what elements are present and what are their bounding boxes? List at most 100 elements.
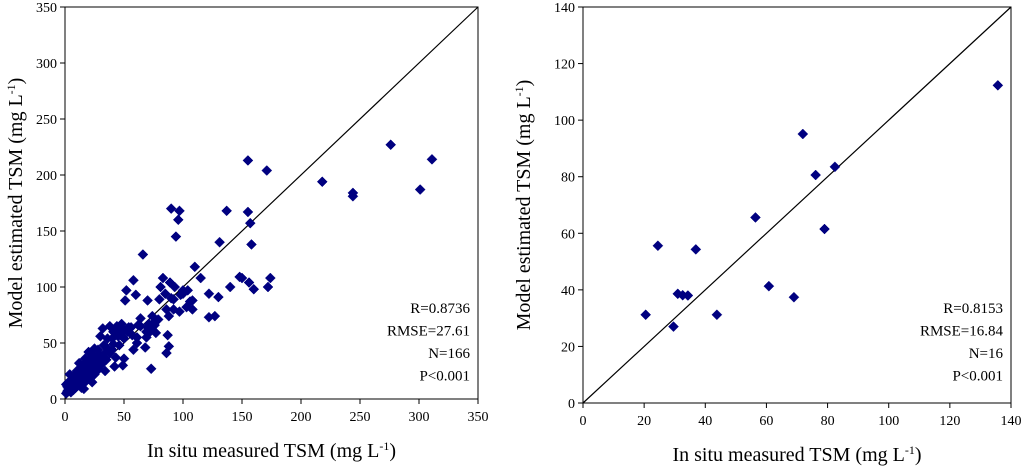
data-point bbox=[819, 223, 830, 235]
y-tick-label: 80 bbox=[561, 171, 575, 186]
stat-annotation: N=166 bbox=[428, 346, 470, 362]
x-tick-label: 300 bbox=[409, 410, 430, 425]
data-point bbox=[141, 332, 152, 343]
data-point bbox=[157, 272, 169, 284]
y-tick-label: 140 bbox=[554, 1, 575, 16]
data-point bbox=[234, 271, 245, 283]
x-tick-label: 60 bbox=[759, 414, 773, 429]
y-tick-label: 300 bbox=[36, 57, 57, 72]
data-point bbox=[181, 301, 192, 313]
data-point bbox=[214, 236, 225, 248]
data-point bbox=[95, 330, 106, 342]
data-point bbox=[221, 205, 233, 217]
stat-annotation: RMSE=16.84 bbox=[920, 324, 1004, 340]
stat-annotation: P<0.001 bbox=[419, 369, 470, 385]
y-tick-label: 120 bbox=[554, 58, 575, 73]
data-point bbox=[750, 212, 761, 223]
data-point bbox=[652, 240, 664, 252]
data-point bbox=[261, 165, 273, 176]
data-point bbox=[161, 304, 172, 315]
y-axis-label: Model estimated TSM (mg L-1) bbox=[512, 80, 535, 331]
data-points bbox=[60, 139, 438, 399]
data-point bbox=[170, 231, 182, 242]
y-tick-label: 150 bbox=[36, 225, 57, 240]
data-point bbox=[109, 361, 120, 372]
data-point bbox=[347, 190, 359, 202]
data-point bbox=[146, 310, 158, 322]
data-point bbox=[810, 169, 822, 181]
x-axis-label: In situ measured TSM (mg L-1) bbox=[672, 443, 921, 466]
stat-annotation: N=16 bbox=[969, 346, 1004, 362]
x-tick-label: 80 bbox=[821, 414, 835, 429]
data-point bbox=[246, 239, 257, 250]
y-tick-label: 250 bbox=[36, 113, 57, 128]
data-point bbox=[137, 249, 149, 260]
x-tick-label: 40 bbox=[698, 414, 712, 429]
data-point bbox=[264, 272, 276, 284]
data-point bbox=[262, 281, 274, 293]
data-point bbox=[168, 304, 179, 315]
x-tick-label: 20 bbox=[637, 414, 651, 429]
data-point bbox=[992, 79, 1004, 91]
data-point bbox=[60, 379, 72, 390]
data-point bbox=[797, 128, 809, 140]
x-axis-label: In situ measured TSM (mg L-1) bbox=[147, 439, 396, 462]
data-point bbox=[195, 272, 207, 284]
data-point bbox=[174, 205, 185, 217]
y-tick-label: 60 bbox=[561, 227, 575, 242]
y-axis-label: Model estimated TSM (mg L-1) bbox=[4, 78, 27, 329]
data-point bbox=[189, 261, 201, 273]
data-point bbox=[414, 184, 426, 195]
data-point bbox=[175, 289, 186, 301]
data-point bbox=[79, 353, 91, 365]
x-tick-label: 250 bbox=[350, 410, 371, 425]
x-tick-label: 140 bbox=[1001, 414, 1022, 429]
data-point bbox=[203, 311, 215, 323]
data-point bbox=[763, 280, 775, 292]
data-point bbox=[316, 176, 328, 188]
y-tick-label: 0 bbox=[50, 393, 57, 408]
data-point bbox=[164, 277, 176, 288]
data-point bbox=[248, 283, 260, 295]
right-chart: 0 20 40 60 80 100 120 140 0 20 40 60 80 100 120 140 In s… bbox=[512, 1, 1022, 466]
y-tick-label: 0 bbox=[568, 397, 575, 412]
plot-frame bbox=[582, 6, 1012, 404]
data-point bbox=[139, 342, 151, 353]
data-points bbox=[640, 79, 1004, 332]
data-point bbox=[640, 309, 652, 321]
data-point bbox=[154, 293, 165, 305]
data-point bbox=[155, 281, 166, 293]
x-tick-label: 100 bbox=[878, 414, 899, 429]
data-point bbox=[711, 309, 723, 321]
plot-frame bbox=[64, 6, 479, 400]
data-point bbox=[244, 217, 256, 229]
data-point bbox=[426, 153, 438, 165]
data-point bbox=[242, 206, 254, 218]
stat-annotation: RMSE=27.61 bbox=[387, 324, 470, 340]
data-point bbox=[117, 360, 129, 371]
y-tick-label: 350 bbox=[36, 1, 57, 16]
x-tick-label: 0 bbox=[580, 414, 587, 429]
data-point bbox=[682, 290, 694, 301]
data-point bbox=[128, 274, 139, 286]
data-point bbox=[121, 285, 132, 296]
x-tick-label: 120 bbox=[939, 414, 960, 429]
data-point bbox=[788, 291, 800, 303]
data-point bbox=[690, 244, 702, 255]
data-point bbox=[60, 388, 72, 399]
left-chart: 0 50 100 150 200 250 300 350 0 50 100 150 200 250 300 3… bbox=[4, 1, 489, 462]
y-tick-label: 20 bbox=[561, 340, 575, 355]
y-tick-label: 100 bbox=[554, 114, 575, 129]
data-point bbox=[213, 291, 224, 303]
data-point bbox=[385, 139, 397, 151]
y-tick-label: 100 bbox=[36, 281, 57, 296]
data-point bbox=[128, 344, 139, 356]
data-point bbox=[159, 288, 171, 300]
data-point bbox=[224, 281, 236, 293]
data-point bbox=[829, 161, 841, 173]
y-tick-label: 40 bbox=[561, 284, 575, 299]
stat-annotation: R=0.8736 bbox=[410, 301, 470, 317]
data-point bbox=[162, 329, 174, 341]
data-point bbox=[242, 155, 254, 166]
